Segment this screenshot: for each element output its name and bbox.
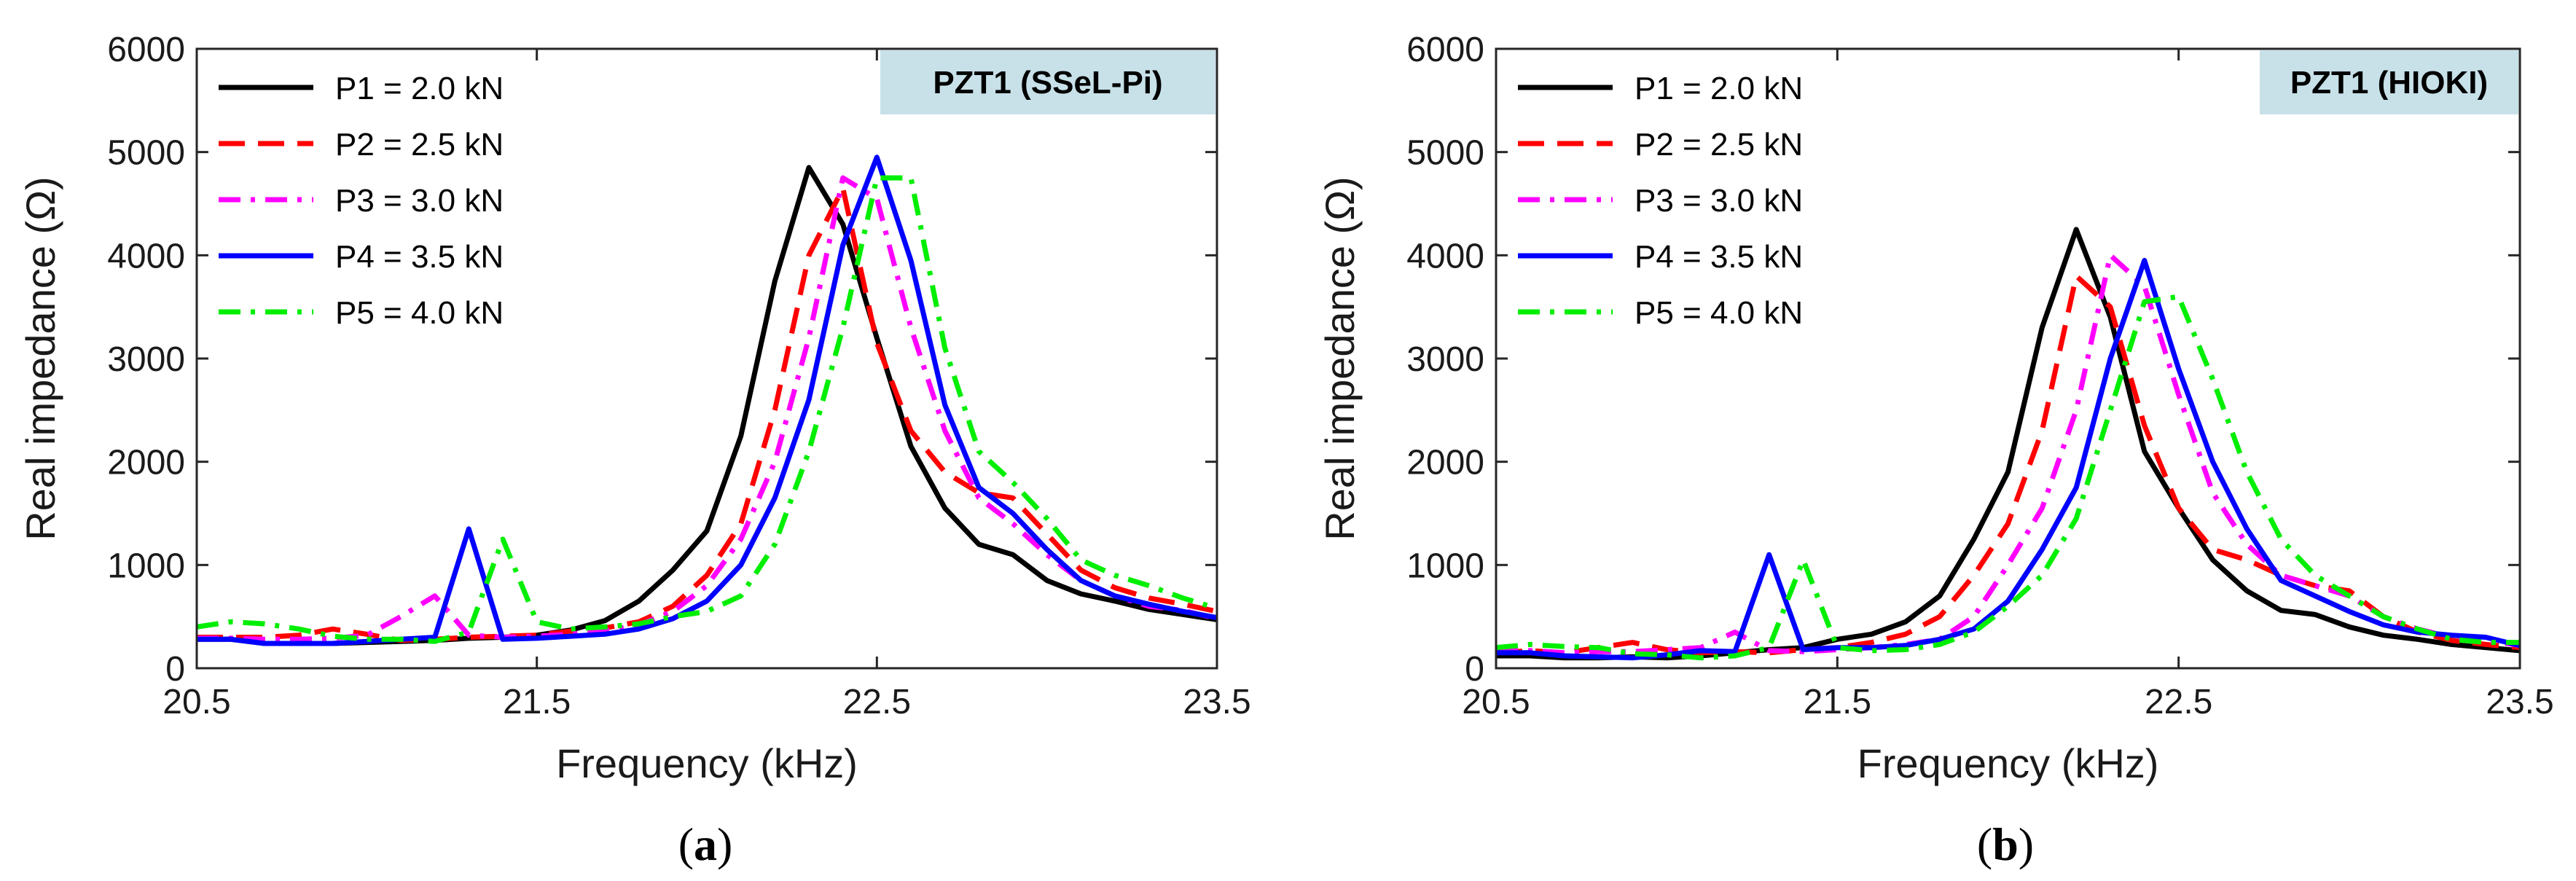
x-tick-label: 20.5 — [1462, 683, 1530, 721]
legend-label-p2: P2 = 2.5 kN — [335, 127, 504, 163]
x-tick-label: 23.5 — [2486, 683, 2553, 721]
panel-caption: (a) — [678, 818, 733, 870]
series-line-p2 — [197, 185, 1217, 643]
y-tick-label: 5000 — [107, 134, 185, 173]
y-tick-label: 0 — [165, 650, 185, 689]
y-tick-label: 1000 — [107, 547, 185, 585]
series-line-p4 — [1496, 257, 2520, 661]
y-tick-label: 1000 — [1406, 547, 1484, 585]
y-tick-label: 3000 — [1406, 340, 1484, 379]
legend-label-p4: P4 = 3.5 kN — [335, 239, 504, 275]
y-axis-label: Real impedance (Ω) — [1317, 176, 1363, 540]
legend-label-p1: P1 = 2.0 kN — [335, 71, 504, 106]
y-tick-label: 5000 — [1406, 134, 1484, 173]
x-tick-label: 21.5 — [503, 683, 571, 721]
panel-badge — [2260, 50, 2518, 114]
x-tick-label: 23.5 — [1183, 683, 1250, 721]
caption-open: ( — [1977, 818, 1992, 870]
x-tick-label: 21.5 — [1804, 683, 1871, 721]
series-line-p5 — [1496, 294, 2520, 661]
y-tick-label: 6000 — [1406, 31, 1484, 69]
caption-letter: b — [1992, 818, 2019, 870]
legend-label-p5: P5 = 4.0 kN — [335, 295, 504, 331]
series-group — [1496, 227, 2520, 661]
x-axis-label: Frequency (kHz) — [556, 740, 858, 786]
x-tick-label: 20.5 — [163, 683, 230, 721]
y-axis-label: Real impedance (Ω) — [17, 176, 63, 540]
chart-panel-b: 20.5 21.5 22.5 23.5 0 1000 2000 3000 4000 5000 600… — [1317, 31, 2554, 870]
legend-label-p2: P2 = 2.5 kN — [1635, 127, 1803, 163]
legend: P1 = 2.0 kN P2 = 2.5 kN P3 = 3.0 kN P4 = 3.… — [219, 71, 504, 331]
legend-label-p4: P4 = 3.5 kN — [1635, 239, 1803, 275]
panel-badge-label: PZT1 (SSeL-Pi) — [933, 65, 1162, 101]
series-group — [197, 154, 1217, 646]
legend-label-p3: P3 = 3.0 kN — [1635, 183, 1803, 219]
y-tick-label: 6000 — [107, 31, 185, 69]
series-line-p5 — [197, 175, 1217, 644]
series-line-p4 — [197, 154, 1217, 646]
y-tick-label: 0 — [1465, 650, 1484, 689]
caption-open: ( — [678, 818, 694, 870]
panel-caption: (b) — [1977, 818, 2034, 870]
y-tick-label: 2000 — [107, 444, 185, 482]
y-tick-label: 3000 — [107, 340, 185, 379]
panel-badge — [880, 50, 1215, 114]
chart-panel-a: 20.5 21.5 22.5 23.5 0 1000 2000 3000 4000 5000 600… — [17, 31, 1251, 870]
y-tick-label: 4000 — [1406, 237, 1484, 275]
caption-letter: a — [694, 818, 717, 870]
caption-close: ) — [717, 818, 732, 870]
y-tick-label: 2000 — [1406, 444, 1484, 482]
legend-label-p5: P5 = 4.0 kN — [1635, 295, 1803, 331]
series-line-p1 — [1496, 227, 2520, 661]
legend: P1 = 2.0 kN P2 = 2.5 kN P3 = 3.0 kN P4 = 3.… — [1518, 71, 1803, 331]
legend-label-p1: P1 = 2.0 kN — [1635, 71, 1803, 106]
panel-badge-label: PZT1 (HIOKI) — [2290, 65, 2488, 101]
caption-close: ) — [2019, 818, 2034, 870]
x-tick-label: 22.5 — [2145, 683, 2212, 721]
legend-label-p3: P3 = 3.0 kN — [335, 183, 504, 219]
series-line-p2 — [1496, 273, 2520, 656]
y-tick-label: 4000 — [107, 237, 185, 275]
x-tick-label: 22.5 — [843, 683, 911, 721]
x-axis-label: Frequency (kHz) — [1857, 740, 2159, 786]
